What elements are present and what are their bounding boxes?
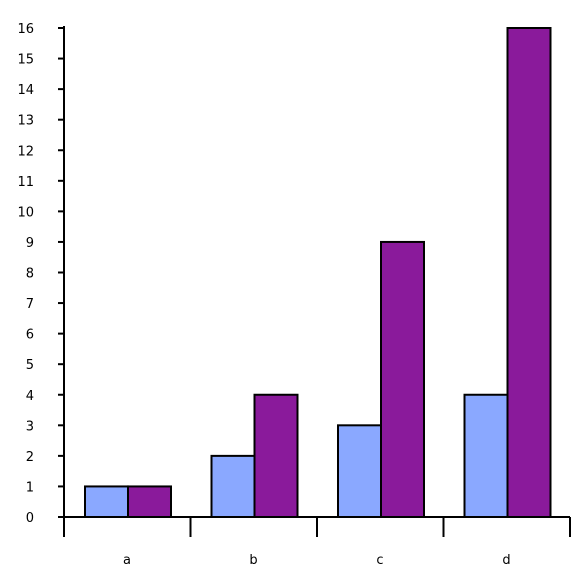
x-tick-label: b: [249, 553, 257, 568]
y-tick-label: 14: [17, 83, 34, 98]
y-tick-label: 0: [26, 511, 34, 526]
y-tick-label: 8: [26, 267, 34, 282]
y-tick-label: 12: [17, 144, 34, 159]
bar-a-series-1: [84, 485, 129, 518]
y-tick-label: 13: [17, 114, 34, 129]
y-tick-label: 7: [26, 297, 34, 312]
bar-c-series-2: [380, 240, 425, 518]
y-tick-label: 5: [26, 358, 34, 373]
x-tick-label: d: [502, 553, 510, 568]
y-tick-label: 9: [26, 236, 34, 251]
y-tick-label: 2: [26, 450, 34, 465]
y-tick-label: 6: [26, 328, 34, 343]
bar-b-series-2: [253, 393, 299, 518]
y-tick-label: 10: [17, 205, 34, 220]
y-tick-label: 1: [26, 480, 34, 495]
bar-d-series-1: [463, 393, 509, 518]
y-tick-label: 15: [17, 53, 34, 68]
bars-layer: [84, 27, 552, 518]
bar-d-series-2: [506, 27, 552, 518]
x-tick-label: c: [376, 553, 383, 568]
bar-b-series-1: [210, 454, 256, 518]
y-tick-label: 11: [17, 175, 34, 190]
y-tick-label: 3: [26, 419, 34, 434]
bar-c-series-1: [337, 424, 382, 518]
x-tick-label: a: [123, 553, 131, 568]
bar-a-series-2: [127, 485, 172, 518]
y-tick-label: 4: [26, 389, 34, 404]
y-tick-label: 16: [17, 22, 34, 37]
